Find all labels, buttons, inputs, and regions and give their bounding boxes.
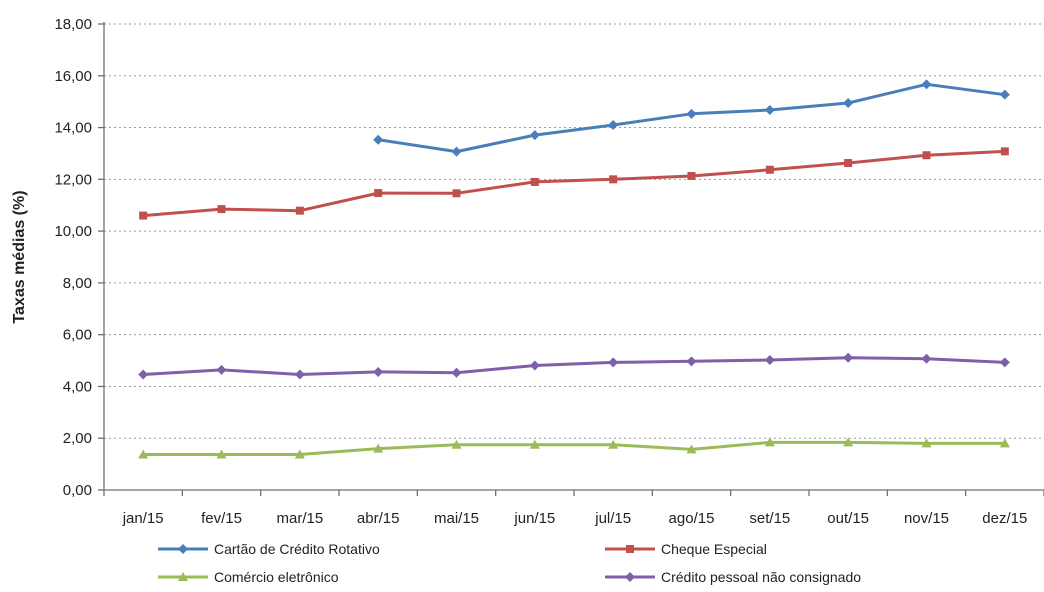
legend-marker bbox=[626, 545, 634, 553]
data-point bbox=[373, 443, 384, 453]
data-point bbox=[1000, 147, 1009, 156]
data-point bbox=[138, 449, 149, 459]
data-point bbox=[138, 369, 149, 380]
legend-item-2: Cheque Especial bbox=[605, 541, 767, 557]
legend-label: Comércio eletrônico bbox=[214, 569, 339, 585]
data-point bbox=[843, 352, 854, 363]
data-point bbox=[686, 356, 697, 367]
data-point bbox=[451, 146, 462, 157]
x-tick-label: set/15 bbox=[749, 510, 790, 527]
series-4 bbox=[138, 352, 1010, 380]
x-tick-labels: jan/15 fev/15 mar/15 abr/15 mai/15 jun/15 jul/… bbox=[122, 510, 1028, 527]
y-tick-label: 16,00 bbox=[54, 68, 92, 85]
data-point bbox=[608, 357, 619, 368]
x-tick-label: mar/15 bbox=[276, 510, 323, 527]
data-point bbox=[608, 439, 619, 449]
data-point bbox=[216, 364, 227, 375]
series bbox=[138, 79, 1010, 459]
y-tick-label: 4,00 bbox=[63, 378, 92, 395]
data-point bbox=[294, 449, 305, 459]
x-tick-label: out/15 bbox=[827, 510, 869, 527]
x-tick-label: abr/15 bbox=[357, 510, 400, 527]
data-point bbox=[843, 437, 854, 447]
data-point bbox=[139, 211, 148, 220]
data-point bbox=[765, 165, 774, 174]
data-point bbox=[295, 206, 304, 215]
data-point bbox=[922, 151, 931, 160]
data-point bbox=[764, 355, 775, 366]
legend-item-3: Comércio eletrônico bbox=[158, 569, 339, 585]
data-point bbox=[921, 438, 932, 448]
legend-marker bbox=[178, 572, 188, 581]
series-line bbox=[141, 149, 1007, 218]
x-tick-label: ago/15 bbox=[669, 510, 715, 527]
data-point bbox=[999, 89, 1010, 100]
data-point bbox=[216, 449, 227, 459]
legend-label: Crédito pessoal não consignado bbox=[661, 569, 861, 585]
x-tick-label: jan/15 bbox=[122, 510, 164, 527]
series-line bbox=[141, 356, 1007, 376]
y-tick-label: 6,00 bbox=[63, 327, 92, 344]
gridlines bbox=[104, 23, 1044, 439]
data-point bbox=[529, 360, 540, 371]
data-point bbox=[609, 175, 618, 184]
y-tick-label: 2,00 bbox=[63, 430, 92, 447]
legend-marker bbox=[625, 572, 635, 582]
axes bbox=[98, 22, 1044, 496]
series-line bbox=[141, 440, 1007, 456]
legend-marker bbox=[178, 544, 188, 554]
legend-item-1: Cartão de Crédito Rotativo bbox=[158, 541, 380, 557]
y-tick-label: 18,00 bbox=[54, 16, 92, 33]
data-point bbox=[451, 439, 462, 449]
data-point bbox=[529, 439, 540, 449]
data-point bbox=[452, 189, 461, 198]
data-point bbox=[686, 108, 697, 119]
data-point bbox=[999, 357, 1010, 368]
data-point bbox=[608, 119, 619, 130]
series-3 bbox=[138, 437, 1010, 459]
y-tick-label: 12,00 bbox=[54, 171, 92, 188]
x-tick-label: mai/15 bbox=[434, 510, 479, 527]
x-tick-label: jun/15 bbox=[513, 510, 555, 527]
legend-label: Cheque Especial bbox=[661, 541, 767, 557]
y-tick-label: 0,00 bbox=[63, 482, 92, 499]
legend-label: Cartão de Crédito Rotativo bbox=[214, 541, 380, 557]
data-point bbox=[843, 97, 854, 108]
data-point bbox=[530, 177, 539, 186]
y-axis-label: Taxas médias (%) bbox=[11, 190, 28, 323]
y-tick-label: 14,00 bbox=[54, 120, 92, 137]
data-point bbox=[921, 79, 932, 90]
data-point bbox=[686, 444, 697, 454]
legend-item-4: Crédito pessoal não consignado bbox=[605, 569, 861, 585]
data-point bbox=[921, 353, 932, 364]
data-point bbox=[764, 104, 775, 115]
x-tick-label: nov/15 bbox=[904, 510, 949, 527]
y-tick-label: 10,00 bbox=[54, 223, 92, 240]
x-tick-label: fev/15 bbox=[201, 510, 242, 527]
series-2 bbox=[139, 147, 1009, 220]
y-tick-labels: 0,00 2,00 4,00 6,00 8,00 10,00 12,00 14,00 16,00… bbox=[54, 16, 92, 499]
data-point bbox=[999, 438, 1010, 448]
y-tick-label: 8,00 bbox=[63, 275, 92, 292]
data-point bbox=[217, 205, 226, 214]
data-point bbox=[529, 130, 540, 141]
data-point bbox=[374, 189, 383, 198]
data-point bbox=[764, 437, 775, 447]
data-point bbox=[294, 369, 305, 380]
data-point bbox=[373, 366, 384, 377]
legend: Cartão de Crédito Rotativo Cheque Especia… bbox=[158, 541, 861, 585]
series-1 bbox=[373, 79, 1010, 157]
x-tick-label: dez/15 bbox=[982, 510, 1027, 527]
data-point bbox=[844, 159, 853, 168]
data-point bbox=[451, 367, 462, 378]
data-point bbox=[687, 171, 696, 180]
x-tick-label: jul/15 bbox=[594, 510, 631, 527]
data-point bbox=[373, 134, 384, 145]
